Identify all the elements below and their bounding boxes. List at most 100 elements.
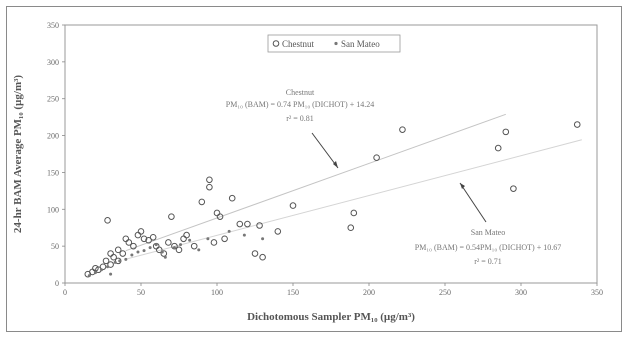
legend-box (267, 34, 401, 53)
data-point-chestnut (134, 231, 142, 239)
y-axis-label: 24-hr BAM Average PM₁₀ (µg/m³) (12, 75, 24, 234)
x-tick-label: 300 (515, 288, 527, 297)
data-point-chestnut (145, 236, 152, 244)
sanmateo-arrow-shaft (459, 182, 487, 223)
data-point-chestnut (110, 253, 117, 261)
chestnut-arrow-shaft (311, 132, 339, 169)
data-point-san-mateo (93, 271, 97, 275)
data-point-chestnut (104, 217, 111, 224)
data-point-chestnut (198, 198, 206, 206)
legend-sanmateo-marker (334, 41, 338, 46)
data-point-chestnut (221, 235, 228, 243)
data-point-chestnut (165, 239, 172, 246)
data-point-chestnut (228, 194, 236, 202)
data-point-chestnut (190, 242, 198, 250)
chestnut-annotation-r2: r² = 0.81 (286, 114, 314, 123)
data-point-san-mateo (106, 265, 110, 269)
data-point-chestnut (236, 220, 244, 228)
data-point-chestnut (502, 128, 510, 136)
chestnut-annotation: Chestnut PM₁₀ (BAM) = 0.74 PM₁₀ (DICHOT)… (226, 88, 374, 169)
data-point-chestnut (183, 231, 190, 239)
data-point-chestnut (114, 246, 122, 254)
fit-line-san-mateo (125, 139, 582, 260)
data-point-chestnut (350, 209, 358, 217)
data-point-chestnut (99, 263, 107, 271)
data-point-chestnut (175, 246, 183, 254)
data-point-san-mateo (154, 243, 158, 247)
x-tick-label: 200 (363, 288, 375, 297)
data-point-chestnut (122, 235, 130, 243)
axis-ticks: 0 50 100 150 200 250 300 350 0 50 100 150 200 250 300 3… (47, 21, 603, 297)
data-point-chestnut (102, 257, 110, 265)
y-tick-label: 0 (55, 279, 59, 288)
legend-sanmateo-label: San Mateo (341, 39, 380, 49)
x-tick-label: 100 (211, 288, 223, 297)
x-tick-label: 250 (439, 288, 451, 297)
fit-line-chestnut (125, 113, 506, 252)
data-point-chestnut (137, 228, 145, 235)
chestnut-annotation-equation: PM₁₀ (BAM) = 0.74 PM₁₀ (DICHOT) + 14.24 (226, 100, 374, 109)
legend: Chestnut San Mateo (267, 34, 401, 53)
chestnut-arrow-head (333, 161, 338, 168)
data-point-chestnut (259, 253, 266, 261)
data-point-san-mateo (163, 255, 167, 259)
sanmateo-annotation-equation: PM₁₀ (BAM) = 0.54PM₁₀ (DICHOT) + 10.67 (415, 243, 561, 252)
chestnut-annotation-title: Chestnut (286, 88, 315, 97)
data-point-chestnut (206, 183, 213, 191)
y-tick-label: 150 (47, 168, 59, 177)
data-point-chestnut (160, 250, 168, 257)
data-point-chestnut (399, 126, 406, 133)
data-point-san-mateo (172, 246, 176, 250)
data-point-chestnut (213, 209, 221, 217)
fit-lines (125, 113, 582, 260)
sanmateo-annotation-r2: r² = 0.71 (474, 257, 502, 266)
data-point-san-mateo (136, 250, 140, 254)
data-point-san-mateo (188, 238, 192, 242)
data-point-san-mateo (197, 248, 201, 252)
data-point-chestnut (119, 250, 127, 257)
data-point-chestnut (180, 235, 187, 243)
data-point-san-mateo (87, 274, 91, 278)
data-point-chestnut (130, 242, 137, 250)
data-point-san-mateo (124, 257, 128, 261)
data-point-chestnut (168, 213, 175, 220)
data-point-chestnut (210, 239, 218, 246)
x-tick-label: 150 (287, 288, 299, 297)
data-point-san-mateo (109, 272, 113, 276)
plot-area (64, 24, 598, 284)
sanmateo-annotation-title: San Mateo (471, 228, 505, 237)
y-tick-label: 100 (47, 205, 59, 214)
legend-chestnut-label: Chestnut (282, 39, 315, 49)
chart-frame (6, 6, 622, 332)
data-point-chestnut (92, 264, 99, 272)
data-point-san-mateo (160, 250, 164, 254)
data-point-chestnut (107, 261, 114, 268)
data-point-san-mateo (118, 259, 122, 263)
data-point-san-mateo (142, 249, 146, 253)
x-tick-label: 0 (63, 288, 67, 297)
data-point-san-mateo (206, 237, 210, 241)
x-axis-label: Dichotomous Sampler PM₁₀ (µg/m³) (247, 311, 415, 323)
y-tick-label: 350 (47, 21, 59, 30)
data-point-chestnut (216, 213, 224, 220)
data-point-chestnut (373, 154, 380, 161)
y-tick-label: 300 (47, 58, 59, 67)
data-point-chestnut (573, 121, 581, 128)
data-point-san-mateo (179, 243, 183, 247)
data-point-chestnut (494, 144, 502, 152)
data-point-chestnut (149, 233, 157, 241)
legend-chestnut-marker (272, 40, 280, 47)
y-tick-label: 200 (47, 132, 59, 141)
y-tick-label: 250 (47, 95, 59, 104)
data-point-chestnut (251, 250, 259, 257)
sanmateo-annotation: San Mateo PM₁₀ (BAM) = 0.54PM₁₀ (DICHOT)… (415, 182, 561, 266)
data-point-san-mateo (148, 246, 152, 250)
data-point-san-mateo (227, 229, 231, 233)
data-point-chestnut (140, 235, 148, 243)
data-point-chestnut (244, 220, 251, 228)
y-tick-label: 50 (51, 242, 59, 251)
data-points (84, 121, 581, 278)
data-point-san-mateo (113, 260, 117, 264)
sanmateo-arrow-head (460, 183, 465, 189)
